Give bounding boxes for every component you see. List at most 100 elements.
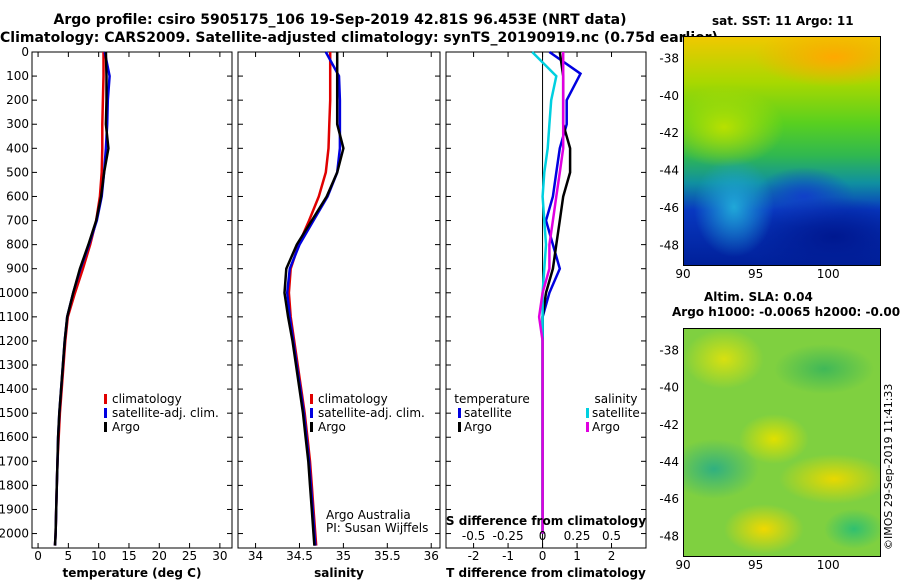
diff-legend-right-swatch: [586, 408, 589, 418]
sst_map-ytick-label: -40: [659, 89, 679, 103]
depth-tick-label: 1300: [0, 358, 29, 372]
salinity-legend-swatch: [310, 422, 313, 432]
salinity-xtick-label: 35: [336, 549, 351, 563]
sst_map-ytick-label: -46: [659, 201, 679, 215]
temperature-xtick-label: 10: [91, 549, 106, 563]
difference-series-salinity-argo: [537, 52, 565, 534]
sla_map-ytick-label: -46: [659, 492, 679, 506]
sst_map-ytick-label: -42: [659, 126, 679, 140]
temperature-legend-label: satellite-adj. clim.: [112, 406, 219, 420]
sla_map-xtick-label: 100: [817, 558, 840, 572]
sst-map-field: [684, 37, 880, 265]
salinity-series-argo: [283, 52, 345, 546]
sla_map-ytick-label: -48: [659, 529, 679, 543]
difference-xtick-label: -1: [502, 549, 514, 563]
depth-tick-label: 500: [6, 165, 29, 179]
depth-tick-label: 800: [6, 238, 29, 252]
sst-map-title: sat. SST: 11 Argo: 11: [712, 14, 854, 28]
salinity-legend-swatch: [310, 394, 313, 404]
chart-title: Argo profile: csiro 5905175_106 19-Sep-2…: [53, 12, 627, 28]
sst_map-xtick-label: 90: [675, 267, 690, 281]
salinity-xlabel: salinity: [314, 566, 364, 580]
diff-legend-right-label: Argo: [592, 420, 620, 434]
salinity-legend-label: Argo: [318, 420, 346, 434]
salinity-annotation: Argo Australia: [326, 508, 411, 522]
sst_map-ytick-label: -38: [659, 51, 679, 65]
salinity-xtick-label: 35.5: [374, 549, 401, 563]
diff-legend-left-label: Argo: [464, 420, 492, 434]
chart-subtitle: Climatology: CARS2009. Satellite-adjuste…: [0, 30, 718, 46]
depth-tick-label: 400: [6, 141, 29, 155]
diff-legend-left-swatch: [458, 422, 461, 432]
temperature-legend-label: Argo: [112, 420, 140, 434]
temperature-xtick-label: 5: [65, 549, 73, 563]
diff-legend-left-swatch: [458, 408, 461, 418]
temperature-xtick-label: 15: [121, 549, 136, 563]
temperature-xtick-label: 30: [212, 549, 227, 563]
sla_map-xtick-label: 95: [748, 558, 763, 572]
depth-tick-label: 100: [6, 69, 29, 83]
legend-header-temperature: temperature: [454, 392, 529, 406]
secondary-xtick-label: -0.5: [462, 529, 485, 543]
salinity-xtick-label: 36: [424, 549, 439, 563]
depth-tick-label: 1400: [0, 382, 29, 396]
sla_map-ytick-label: -38: [659, 343, 679, 357]
depth-tick-label: 1100: [0, 310, 29, 324]
sst_map-ytick-label: -44: [659, 164, 679, 178]
temperature-series-argo: [53, 51, 110, 546]
depth-tick-label: 1900: [0, 502, 29, 516]
temperature-xtick-label: 20: [152, 549, 167, 563]
depth-tick-label: 200: [6, 93, 29, 107]
depth-tick-label: 1600: [0, 430, 29, 444]
copyright-footer: ©IMOS 29-Sep-2019 11:41:33: [882, 383, 895, 550]
secondary-xtick-label: 0.5: [602, 529, 621, 543]
salinity-legend-label: climatology: [318, 392, 388, 406]
depth-tick-label: 1800: [0, 478, 29, 492]
difference-xtick-label: -2: [468, 549, 480, 563]
secondary-xtick-label: 0: [539, 529, 547, 543]
sst_map-xtick-label: 100: [817, 267, 840, 281]
salinity-xtick-label: 34.5: [286, 549, 313, 563]
depth-tick-label: 900: [6, 262, 29, 276]
temperature-legend-swatch: [104, 408, 107, 418]
salinity-legend-swatch: [310, 408, 313, 418]
temperature-xtick-label: 0: [34, 549, 42, 563]
depth-tick-label: 1200: [0, 334, 29, 348]
depth-tick-label: 1500: [0, 406, 29, 420]
sla-map-subtitle: Argo h1000: -0.0065 h2000: -0.0074: [672, 305, 900, 319]
sst_map-ytick-label: -48: [659, 238, 679, 252]
secondary-xtick-label: -0.25: [493, 529, 524, 543]
salinity-annotation: PI: Susan Wijffels: [326, 521, 428, 535]
temperature-legend-swatch: [104, 422, 107, 432]
depth-tick-label: 300: [6, 117, 29, 131]
secondary-xtick-label: 0.25: [564, 529, 591, 543]
difference-xtick-label: 0: [539, 549, 547, 563]
temperature-xlabel: temperature (deg C): [63, 566, 202, 580]
sla_map-xtick-label: 90: [675, 558, 690, 572]
sst-map: [683, 36, 881, 266]
temperature-frame: [31, 51, 233, 549]
difference-xtick-label: 1: [573, 549, 581, 563]
difference-xlabel: T difference from climatology: [446, 566, 646, 580]
diff-legend-left-label: satellite: [464, 406, 512, 420]
legend-header-salinity: salinity: [594, 392, 637, 406]
sla-map-title: Altim. SLA: 0.04: [704, 290, 813, 304]
diff-legend-right-label: satellite: [592, 406, 640, 420]
sla-map-field: [684, 329, 880, 556]
depth-tick-label: 0: [21, 45, 29, 59]
diff-legend-right-swatch: [586, 422, 589, 432]
salinity-legend-label: satellite-adj. clim.: [318, 406, 425, 420]
depth-tick-label: 1000: [0, 286, 29, 300]
temperature-xtick-label: 25: [182, 549, 197, 563]
depth-tick-label: 600: [6, 189, 29, 203]
temperature-legend-label: climatology: [112, 392, 182, 406]
sla-map: [683, 328, 881, 557]
depth-tick-label: 1700: [0, 454, 29, 468]
depth-tick-label: 2000: [0, 527, 29, 541]
sla_map-ytick-label: -42: [659, 418, 679, 432]
difference-xtick-label: 2: [608, 549, 616, 563]
depth-tick-label: 700: [6, 214, 29, 228]
sla_map-ytick-label: -40: [659, 381, 679, 395]
secondary-xlabel: S difference from climatology: [446, 514, 646, 528]
